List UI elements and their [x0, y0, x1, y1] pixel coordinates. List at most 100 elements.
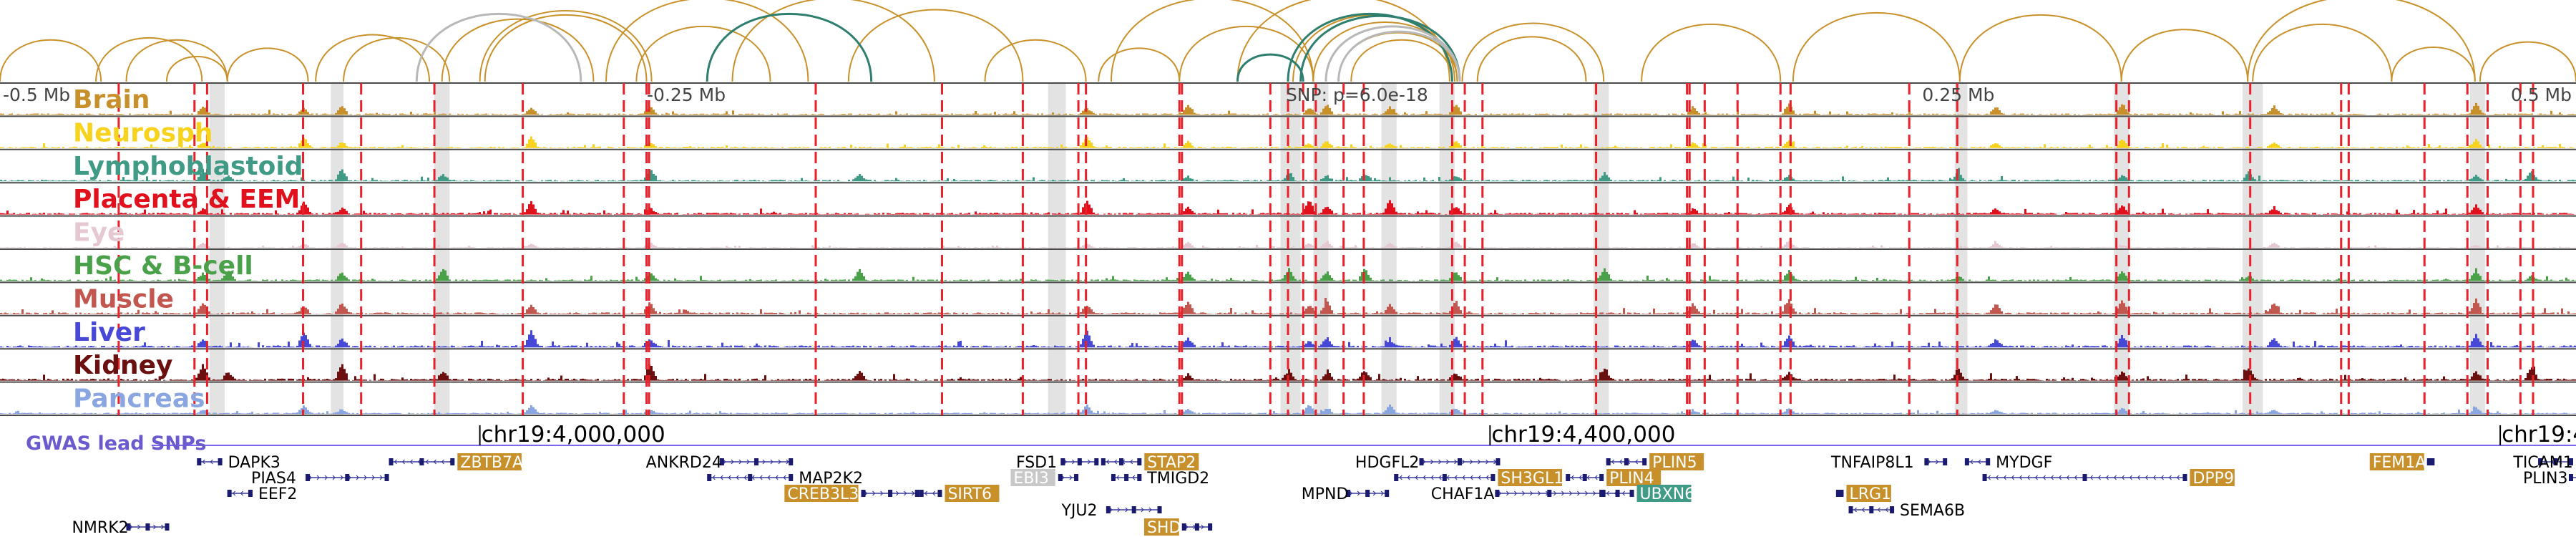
strand-arrow: [1430, 459, 1434, 465]
interaction-arc: [1236, 53, 1304, 82]
strand-arrow: [2543, 459, 2547, 465]
interaction-arc: [1641, 24, 1782, 82]
exon: [1058, 474, 1063, 481]
strand-arrow: [1584, 490, 1589, 496]
exon: [2182, 474, 2187, 481]
strand-arrow: [2019, 475, 2023, 480]
exon: [1124, 474, 1129, 481]
strand-arrow: [1125, 507, 1128, 513]
strand-arrow: [924, 490, 928, 496]
strand-arrow: [770, 459, 774, 465]
exon: [2082, 474, 2087, 481]
gene-label: TICAM1: [2512, 454, 2572, 472]
interaction-arc: [1350, 39, 1453, 82]
exon: [1137, 458, 1142, 465]
exon: [1890, 506, 1895, 513]
strand-arrow: [1576, 490, 1581, 496]
interaction-arc: [2120, 29, 2249, 82]
gene-label-box: [1010, 469, 1055, 486]
gene-nmrk2: NMRK2: [72, 519, 170, 537]
interaction-arc: [441, 18, 595, 82]
coordinate-label: chr19:4,800,000: [2502, 422, 2576, 448]
gene-sh3gl1: SH3GL1: [1394, 469, 1563, 488]
gene-tmigd2: TMIGD2: [1111, 470, 1209, 488]
gene-eef2: EEF2: [227, 485, 297, 503]
exon: [1848, 506, 1853, 513]
exon: [1491, 474, 1496, 481]
strand-arrow: [1438, 459, 1442, 465]
interaction-arc: [2252, 24, 2393, 82]
exon: [450, 458, 455, 465]
exon: [754, 458, 759, 465]
exon: [1642, 458, 1647, 465]
exon: [1208, 523, 1213, 531]
strand-arrow: [872, 490, 876, 496]
strand-arrow: [1485, 459, 1489, 465]
exon: [1566, 474, 1571, 481]
gene-yju2: YJU2: [1060, 502, 1162, 520]
gene-label: PLIN5: [1652, 454, 1697, 472]
gene-label-box: [784, 485, 859, 502]
strand-arrow: [1529, 490, 1533, 496]
exon: [789, 474, 794, 481]
exon: [1547, 490, 1552, 497]
strand-arrow: [232, 490, 236, 496]
exon: [914, 490, 919, 497]
interaction-arc: [1287, 12, 1453, 82]
gene-dapk3: DAPK3: [197, 454, 280, 472]
strand-arrow: [2050, 475, 2054, 480]
strand-arrow: [864, 490, 868, 496]
gene-label: MAP2K2: [799, 470, 863, 488]
track-label: HSC & B-cell: [73, 251, 253, 281]
scale-label: SNP: p=6.0e-18: [1286, 84, 1428, 105]
gene-label: SH3GL1: [1501, 470, 1563, 488]
gene-label: PLIN3: [2523, 470, 2567, 488]
interaction-arc: [847, 9, 1024, 82]
exon: [1194, 523, 1199, 531]
exon: [126, 523, 131, 531]
gene-ticam1: TICAM1: [2512, 454, 2573, 472]
interaction-arc: [1292, 14, 1455, 82]
strand-arrow: [1611, 459, 1615, 465]
track-label: Brain: [73, 85, 150, 115]
exon: [1496, 458, 1501, 465]
exon: [2553, 458, 2558, 465]
gene-map2k2: MAP2K2: [707, 470, 863, 488]
track-label: Pancreas: [73, 384, 205, 414]
exon: [1495, 490, 1500, 497]
strand-arrow: [1438, 475, 1442, 480]
strand-arrow: [751, 475, 755, 480]
signal-area: [0, 200, 2576, 215]
strand-arrow: [746, 459, 750, 465]
strand-arrow: [1561, 490, 1565, 496]
gene-label: FEM1A: [2373, 454, 2426, 472]
track-label: Eye: [73, 218, 125, 248]
strand-arrow: [316, 475, 320, 480]
gene-label: DPP9: [2192, 470, 2233, 488]
signal-area: [0, 136, 2576, 148]
strand-arrow: [332, 475, 336, 480]
gene-label-box: [2190, 469, 2235, 486]
exon: [861, 490, 866, 497]
strand-arrow: [1423, 459, 1426, 465]
strand-arrow: [379, 475, 383, 480]
exon: [1419, 458, 1424, 465]
exon: [2430, 458, 2435, 465]
strand-arrow: [1372, 490, 1377, 496]
strand-arrow: [1571, 475, 1574, 480]
gene-plin5: PLIN5: [1606, 453, 1704, 472]
track-label: Muscle: [73, 284, 174, 314]
exon: [1601, 490, 1606, 497]
exon: [1131, 506, 1136, 513]
strand-arrow: [1087, 459, 1091, 465]
gene-sirt6: SIRT6: [919, 485, 1000, 503]
snp-marker-lines: [117, 83, 2534, 415]
interaction-arc: [2391, 46, 2476, 82]
interaction-arc: [315, 34, 430, 82]
gene-fsd1: FSD1: [1016, 454, 1099, 472]
track-label: Lymphoblastoid: [73, 152, 303, 181]
strand-arrow: [1537, 490, 1541, 496]
strand-arrow: [759, 475, 763, 480]
strand-arrow: [1987, 475, 1991, 480]
exon: [1077, 458, 1082, 465]
